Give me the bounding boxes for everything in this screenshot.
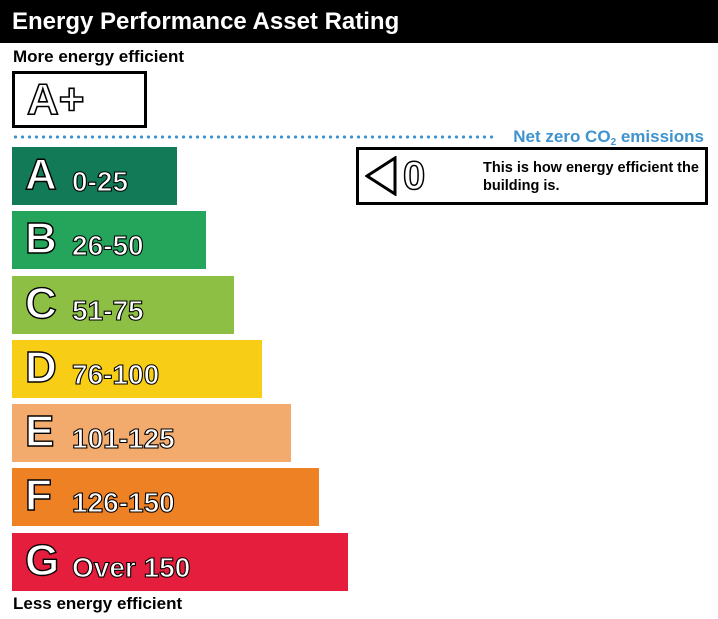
- band-range: 26-50: [71, 229, 144, 261]
- band-c: C 51-75: [12, 276, 234, 334]
- band-range: 51-75: [71, 294, 144, 326]
- band-b: B 26-50: [12, 211, 206, 269]
- page-title: Energy Performance Asset Rating: [0, 0, 718, 43]
- band-letter: G: [24, 535, 60, 585]
- more-efficient-label: More energy efficient: [13, 47, 184, 66]
- band-range: 126-150: [71, 486, 175, 518]
- band-range: 76-100: [71, 358, 160, 390]
- band-letter: D: [24, 342, 57, 392]
- band-e: E 101-125: [12, 404, 291, 462]
- net-zero-subscript: 2: [610, 137, 617, 148]
- band-letter: E: [24, 406, 55, 456]
- top-rating-label: A+: [26, 75, 85, 125]
- band-range: 101-125: [71, 422, 175, 454]
- band-letter: C: [24, 278, 57, 328]
- band-letter: A: [24, 149, 57, 199]
- current-rating-box: 0 This is how energy efficient the build…: [356, 147, 708, 205]
- band-range: 0-25: [71, 165, 129, 197]
- top-rating-box: A+: [12, 71, 147, 128]
- band-a: A 0-25: [12, 147, 177, 205]
- band-f: F 126-150: [12, 468, 319, 526]
- band-range: Over 150: [71, 551, 191, 583]
- less-efficient-label: Less energy efficient: [13, 594, 183, 613]
- band-letter: F: [24, 470, 52, 520]
- net-zero-text: Net zero CO: [513, 127, 611, 146]
- band-g: G Over 150: [12, 533, 348, 591]
- net-zero-dotted-line: [12, 135, 496, 139]
- current-rating-value: 0: [402, 153, 426, 199]
- band-letter: B: [24, 213, 57, 263]
- band-d: D 76-100: [12, 340, 262, 398]
- net-zero-label: Net zero CO2 emissions: [513, 127, 704, 153]
- rating-pointer-icon: [365, 156, 397, 196]
- net-zero-suffix: emissions: [616, 127, 704, 146]
- current-rating-description: This is how energy efficient the buildin…: [483, 160, 699, 194]
